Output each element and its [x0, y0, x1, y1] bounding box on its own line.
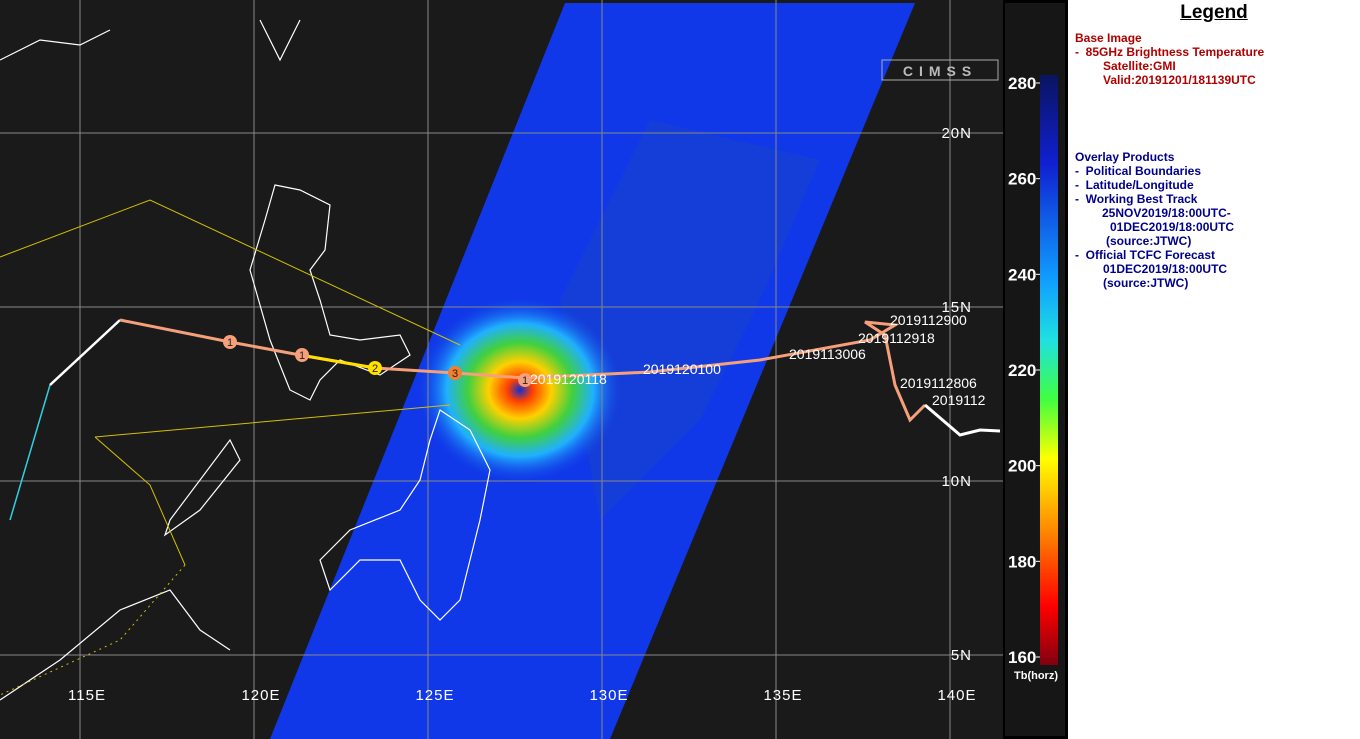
colorbar-tick-label: 220 — [1008, 361, 1036, 380]
storm-marker — [368, 361, 382, 375]
storm-marker-label: 3 — [452, 368, 458, 380]
track-label: 2019112806 — [900, 375, 977, 391]
legend-item: - Working Best Track — [1075, 192, 1198, 206]
overlay-heading: Overlay Products — [1075, 150, 1175, 164]
legend-item: (source:JTWC) — [1103, 276, 1189, 290]
legend-item: - Political Boundaries — [1075, 164, 1202, 178]
colorbar-tick-label: 260 — [1008, 170, 1036, 189]
track-start — [924, 403, 1001, 437]
legend-item: - Latitude/Longitude — [1075, 178, 1194, 192]
track-segment — [299, 353, 376, 370]
lon-label: 120E — [241, 687, 280, 704]
swath-cloud — [560, 120, 820, 520]
legend-item: 01DEC2019/18:00UTC — [1110, 220, 1235, 234]
base-heading: Base Image — [1075, 31, 1142, 45]
track-label: 2019120118 — [530, 371, 607, 387]
legend-item: - 85GHz Brightness Temperature — [1075, 45, 1265, 59]
coastlines — [0, 19, 491, 701]
storm-marker-label: 2 — [372, 363, 378, 375]
legend-item: 01DEC2019/18:00UTC — [1103, 262, 1228, 276]
logo: CIMSS — [903, 63, 977, 79]
track-label: 2019113006 — [789, 346, 866, 362]
lat-label: 20N — [941, 125, 972, 142]
boundaries — [0, 199, 461, 696]
colorbar-tick-label: 160 — [1008, 648, 1036, 667]
colorbar-tick-label: 280 — [1008, 74, 1036, 93]
colorbar-tick-label: 200 — [1008, 457, 1036, 476]
lon-label: 135E — [763, 687, 802, 704]
legend-item: Valid:20191201/181139UTC — [1103, 73, 1256, 87]
colorbar-tick-label: 180 — [1008, 552, 1036, 571]
storm-marker-label: 1 — [522, 375, 528, 387]
legend-title: Legend — [1180, 2, 1248, 23]
colorbar — [1040, 75, 1058, 665]
lon-label: 115E — [68, 687, 106, 704]
lat-label: 10N — [941, 473, 972, 490]
legend-item: Satellite:GMI — [1103, 59, 1176, 73]
colorbar-tick-label: 240 — [1008, 265, 1036, 284]
lat-label: 15N — [941, 299, 972, 316]
storm-marker — [223, 335, 237, 349]
storm-marker — [295, 348, 309, 362]
legend-panel: Legend Base Image - 85GHz Brightness Tem… — [1068, 0, 1360, 739]
storm-marker — [448, 366, 462, 380]
logo-box — [881, 59, 999, 81]
legend-item: - Official TCFC Forecast — [1075, 248, 1216, 262]
lon-label: 125E — [415, 687, 454, 704]
lon-label: 140E — [937, 687, 976, 704]
storm-marker-label: 1 — [299, 350, 305, 362]
storm — [415, 295, 625, 485]
colorbar-label: Tb(horz) — [1014, 670, 1058, 682]
legend-item: 25NOV2019/18:00UTC- — [1102, 206, 1231, 220]
lon-label: 130E — [589, 687, 628, 704]
storm-marker — [518, 373, 532, 387]
forecast-track-old — [9, 384, 51, 521]
storm-marker-label: 1 — [227, 337, 233, 349]
legend-item: (source:JTWC) — [1106, 234, 1192, 248]
track-label: 2019112900 — [890, 312, 967, 328]
lat-label: 5N — [951, 647, 972, 664]
track-label: 2019112 — [932, 392, 986, 408]
track-label: 2019120100 — [643, 361, 721, 377]
grid — [0, 0, 1003, 739]
past-track — [49, 319, 121, 386]
track-label: 2019112918 — [858, 330, 935, 346]
